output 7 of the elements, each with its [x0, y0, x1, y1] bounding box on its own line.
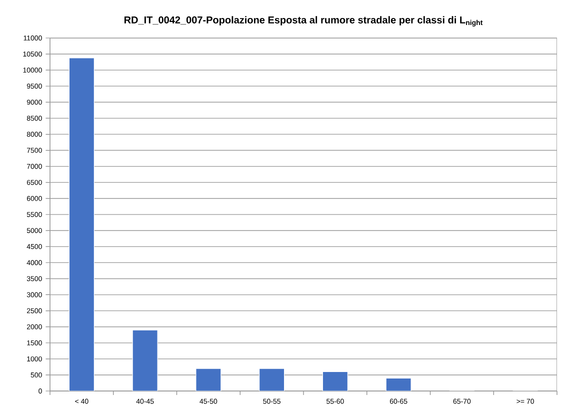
chart-title: RD_IT_0042_007-Popolazione Esposta al rumore stradale per classi di L$_{night}$ — [124, 16, 483, 26]
bar — [132, 330, 158, 391]
bar — [196, 368, 222, 391]
bar — [386, 378, 412, 391]
bar — [322, 371, 348, 391]
bar — [259, 368, 285, 391]
bar — [68, 58, 94, 391]
